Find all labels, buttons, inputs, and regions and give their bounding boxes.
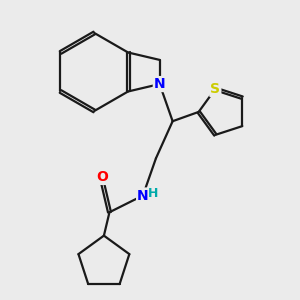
Text: O: O	[96, 170, 108, 184]
Text: H: H	[148, 187, 158, 200]
Text: S: S	[210, 82, 220, 96]
Text: N: N	[154, 77, 165, 91]
Text: N: N	[137, 188, 149, 203]
